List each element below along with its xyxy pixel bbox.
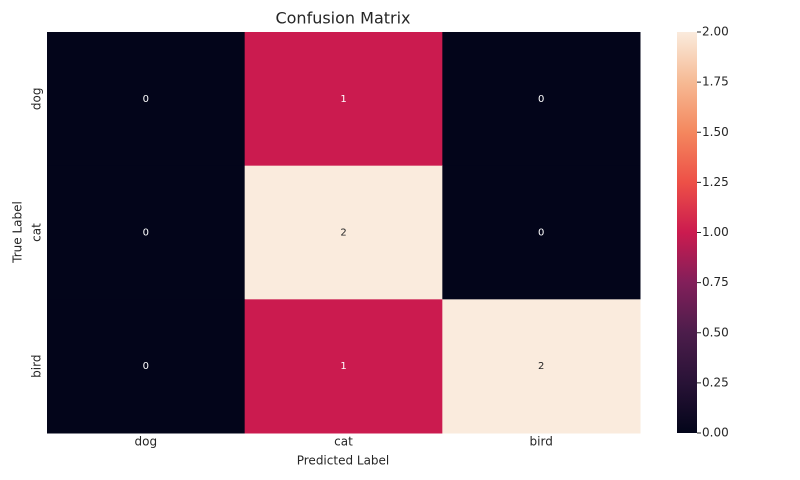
heatmap-cell <box>47 165 246 300</box>
colorbar-tick-label: 0.25 <box>702 375 729 389</box>
cell-label: 0 <box>538 228 544 239</box>
heatmap-cell <box>47 32 246 167</box>
colorbar-tick-label: 0.00 <box>702 426 729 440</box>
cell-label: 2 <box>340 228 346 239</box>
cell-label: 0 <box>143 228 149 239</box>
x-tick-label: bird <box>530 435 553 449</box>
colorbar-tick-label: 1.25 <box>702 175 729 189</box>
colorbar-tick-label: 2.00 <box>702 25 729 39</box>
cell-label: 0 <box>143 94 149 105</box>
y-tick-label: cat <box>30 223 44 242</box>
cell-label: 1 <box>340 94 346 105</box>
heatmap-cell <box>442 299 641 434</box>
cell-label: 0 <box>143 361 149 372</box>
x-axis-label: Predicted Label <box>297 454 390 468</box>
colorbar-tick-label: 1.00 <box>702 225 729 239</box>
x-tick-label: cat <box>334 435 353 449</box>
cell-label: 0 <box>538 94 544 105</box>
heatmap-cell <box>47 299 246 434</box>
heatmap-cell <box>442 32 641 167</box>
y-tick-label: bird <box>30 355 44 378</box>
x-tick-label: dog <box>135 435 158 449</box>
heatmap-cell <box>442 165 641 300</box>
colorbar-tick-label: 1.75 <box>702 75 729 89</box>
y-tick-label: dog <box>30 88 44 111</box>
cell-label: 1 <box>340 361 346 372</box>
heatmap-cell <box>244 32 443 167</box>
y-axis-label: True Label <box>11 201 25 264</box>
heatmap-cell <box>244 299 443 434</box>
heatmap-cell <box>244 165 443 300</box>
colorbar-tick-label: 1.50 <box>702 125 729 139</box>
chart-title: Confusion Matrix <box>275 9 410 28</box>
cell-label: 2 <box>538 361 544 372</box>
colorbar <box>677 32 697 433</box>
colorbar-tick-label: 0.50 <box>702 325 729 339</box>
colorbar-tick-label: 0.75 <box>702 275 729 289</box>
